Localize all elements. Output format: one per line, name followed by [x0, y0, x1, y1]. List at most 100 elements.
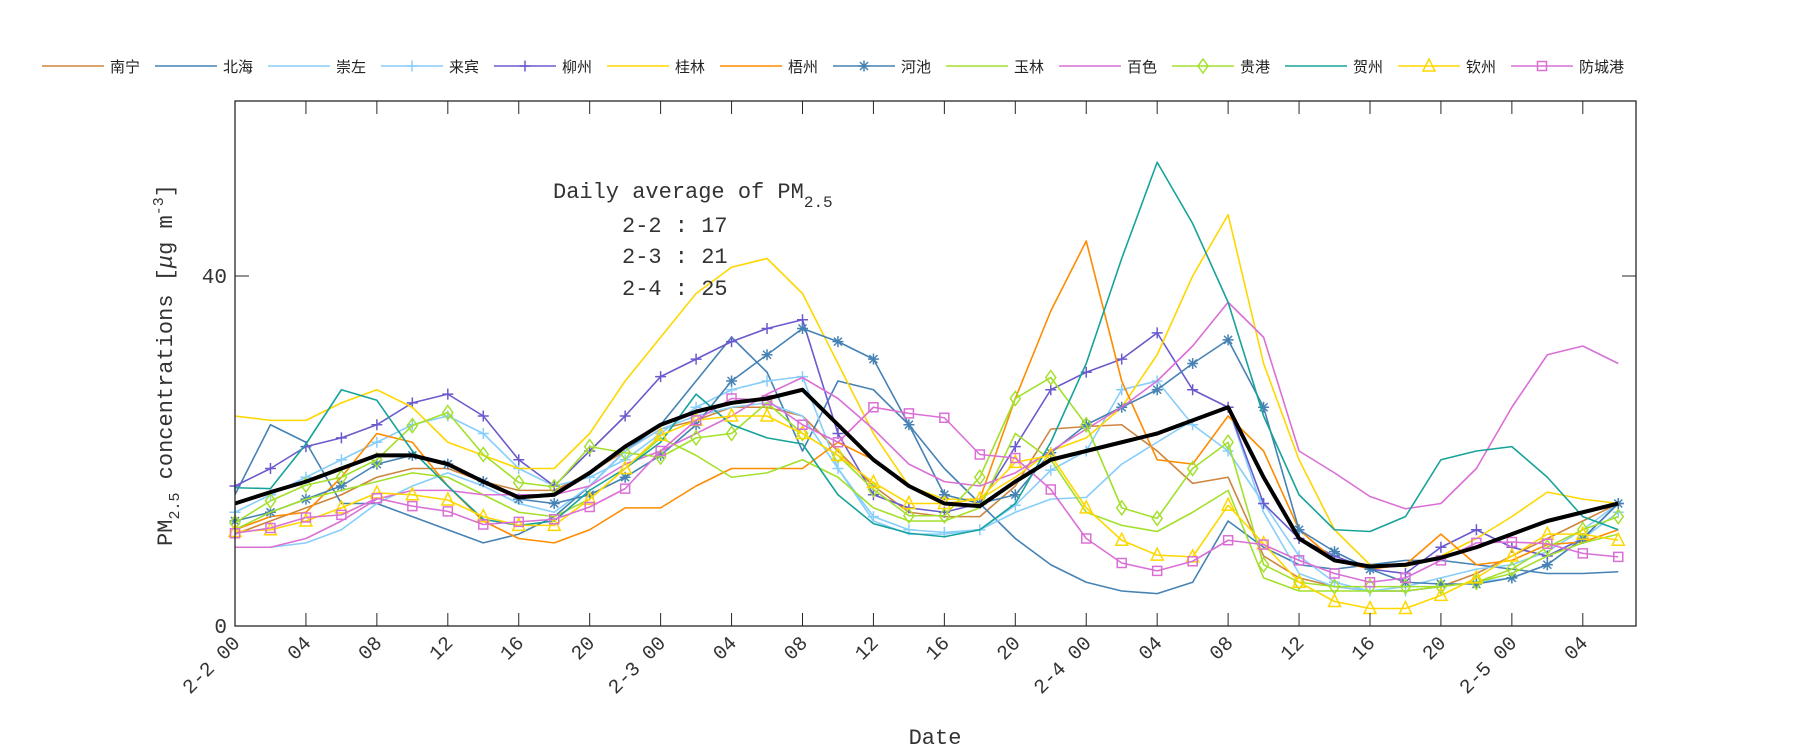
legend-label: 河池: [901, 58, 931, 76]
legend-label: 来宾: [449, 58, 479, 76]
y-axis-label: PM2.5 concentrations [μg m-3]: [151, 184, 184, 546]
data-point-marker: [1329, 546, 1341, 558]
legend-item-河池: 河池: [833, 58, 931, 76]
legend-label: 钦州: [1466, 58, 1496, 76]
data-point-marker: [406, 417, 419, 434]
data-point-marker: [938, 489, 950, 501]
x-tick-label: 04: [1135, 633, 1168, 666]
data-point-marker: [761, 323, 773, 334]
data-point-marker: [335, 454, 347, 466]
data-point-marker: [724, 407, 739, 422]
data-point-marker: [1186, 460, 1199, 477]
data-point-marker: [440, 491, 456, 506]
legend-item-贺州: 贺州: [1285, 58, 1383, 76]
data-point-marker: [1469, 569, 1484, 584]
data-point-marker: [582, 490, 597, 505]
legend-item-防城港: 防城港: [1511, 58, 1624, 76]
data-point-marker: [619, 483, 631, 494]
data-point-marker: [1575, 525, 1591, 540]
x-tick-label: 2-4 00: [1030, 633, 1097, 700]
data-point-marker: [903, 408, 915, 419]
x-tick-label: 08: [355, 633, 388, 666]
data-point-marker: [1257, 556, 1270, 574]
x-tick-label: 16: [922, 633, 955, 666]
data-point-marker: [726, 336, 738, 348]
daily-average-annotation: Daily average of PM2.5 2-2 : 17 2-3 : 21…: [553, 180, 833, 302]
data-point-marker: [797, 419, 808, 430]
data-point-marker: [619, 471, 631, 483]
data-point-marker: [1612, 508, 1625, 525]
data-point-marker: [1045, 464, 1057, 476]
legend-marker-icon: [1536, 60, 1548, 72]
data-point-marker: [513, 454, 525, 466]
data-point-marker: [1327, 592, 1342, 608]
data-point-marker: [1116, 353, 1128, 365]
data-point-marker: [1149, 546, 1165, 561]
data-point-marker: [1364, 578, 1376, 595]
legend-label: 桂林: [675, 58, 705, 76]
data-point-marker: [1151, 510, 1164, 527]
x-tick-label: 16: [496, 633, 529, 666]
legend-label: 贺州: [1353, 58, 1383, 76]
data-point-marker: [1220, 496, 1236, 511]
data-point-marker: [511, 516, 526, 532]
x-tick-label: 16: [1348, 633, 1381, 666]
data-point-marker: [655, 371, 667, 383]
series-北海: [234, 336, 1619, 595]
data-point-marker: [653, 426, 668, 441]
annotation-line-2-4: 2-4 : 25: [622, 277, 728, 302]
data-point-marker: [335, 480, 347, 492]
legend-item-玉林: 玉林: [946, 58, 1044, 76]
data-point-marker: [1045, 484, 1057, 495]
data-point-marker: [867, 353, 879, 365]
data-point-marker: [371, 493, 383, 504]
data-point-marker: [830, 446, 846, 462]
data-point-marker: [264, 492, 277, 510]
data-point-marker: [1505, 560, 1518, 578]
series-line-贺州: [234, 161, 1619, 538]
legend-label: 柳州: [562, 58, 592, 76]
data-point-marker: [617, 459, 633, 475]
data-point-marker: [548, 514, 560, 525]
series-防城港: [229, 393, 1624, 588]
legend-label: 梧州: [788, 58, 818, 76]
legend-label: 玉林: [1014, 58, 1044, 76]
data-point-marker: [336, 509, 347, 521]
data-point-marker: [973, 468, 986, 486]
data-point-marker: [334, 499, 349, 514]
data-point-marker: [1542, 538, 1553, 549]
x-tick-label: 2-5 00: [1456, 633, 1523, 700]
data-point-marker: [868, 402, 879, 413]
data-point-marker: [974, 449, 986, 460]
data-point-marker: [1151, 327, 1163, 339]
series-line-玉林: [234, 432, 1619, 592]
data-point-marker: [796, 323, 808, 334]
series-line-北海: [234, 336, 1619, 595]
legend-marker-icon: [858, 60, 870, 72]
legend-item-桂林: 桂林: [607, 58, 705, 76]
data-point-marker: [1399, 578, 1412, 595]
data-point-marker: [832, 336, 844, 348]
data-point-marker: [726, 375, 738, 387]
annotation-title: Daily average of PM2.5: [553, 180, 833, 212]
data-point-marker: [1187, 384, 1199, 396]
legend-item-百色: 百色: [1059, 58, 1157, 76]
plot-frame: [234, 100, 1637, 627]
data-point-marker: [1576, 521, 1589, 539]
data-point-marker: [1611, 531, 1626, 546]
data-point-marker: [1258, 498, 1270, 509]
data-point-marker: [1009, 489, 1021, 501]
data-point-marker: [584, 501, 595, 513]
legend-item-来宾: 来宾: [381, 58, 479, 76]
data-point-marker: [1613, 551, 1624, 563]
data-point-marker: [1329, 568, 1340, 579]
data-point-marker: [796, 371, 808, 383]
data-point-marker: [902, 507, 915, 525]
data-point-marker: [1506, 572, 1518, 584]
data-point-marker: [1116, 557, 1127, 569]
data-point-marker: [477, 446, 490, 463]
data-point-marker: [1080, 533, 1092, 544]
data-point-marker: [901, 494, 917, 510]
x-tick-label: 12: [851, 633, 884, 666]
data-point-marker: [1291, 573, 1307, 588]
